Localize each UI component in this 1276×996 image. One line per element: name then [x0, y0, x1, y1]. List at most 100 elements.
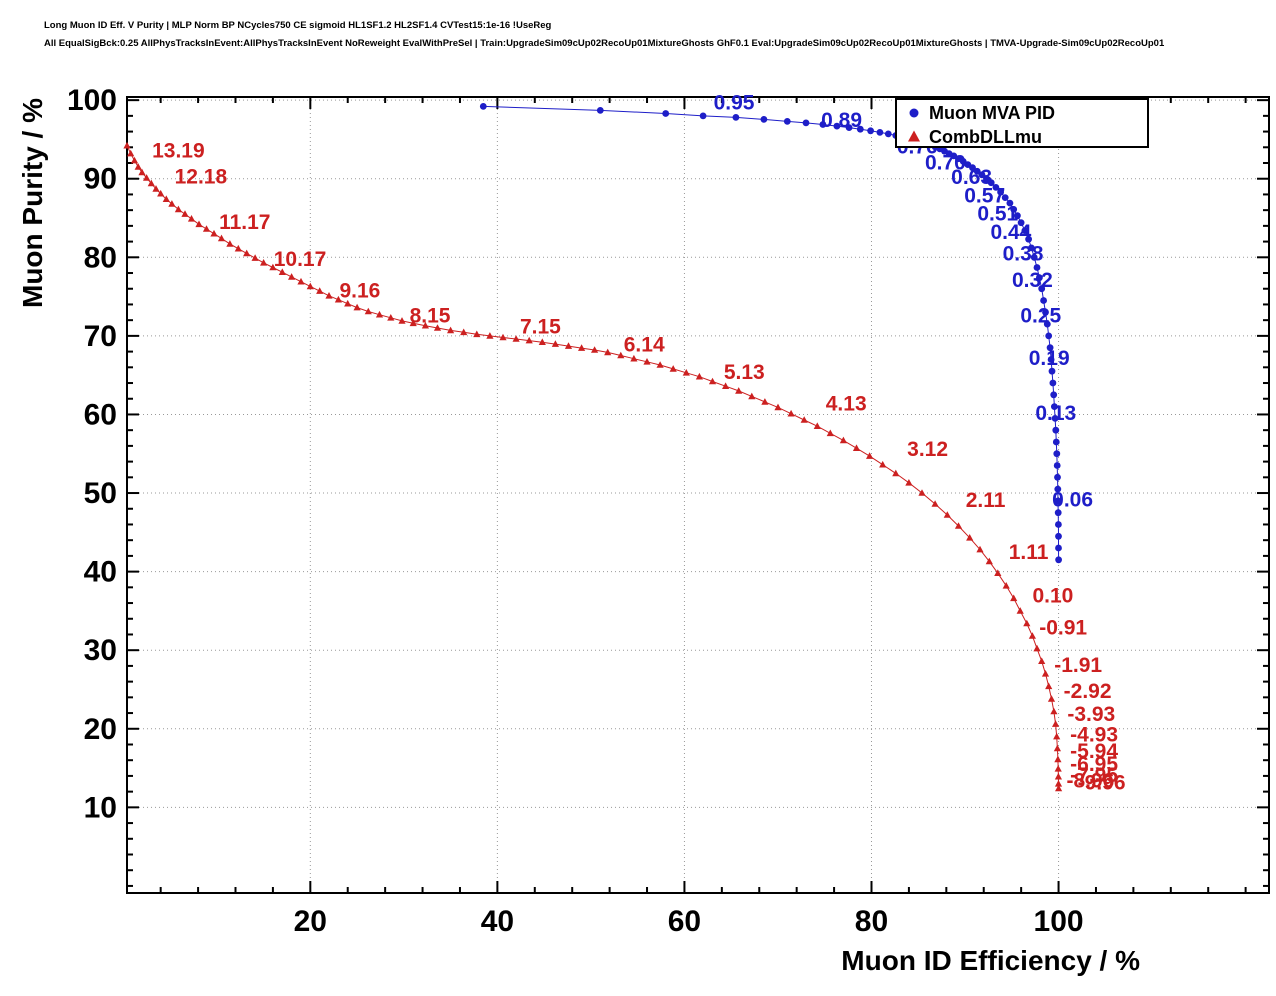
data-point-triangle [643, 358, 651, 365]
cut-value-label: 10.17 [274, 248, 327, 271]
data-point-circle [819, 121, 827, 128]
data-point-triangle [630, 354, 638, 362]
data-point-circle [983, 175, 990, 183]
cut-value-label: 0.06 [1052, 488, 1093, 511]
data-point-circle [732, 114, 740, 121]
data-point-circle [802, 119, 810, 127]
data-point-triangle [538, 338, 546, 345]
data-point-triangle [852, 444, 861, 451]
data-point-circle [1047, 356, 1055, 363]
data-point-triangle [1053, 744, 1061, 752]
data-point-triangle [409, 319, 417, 327]
data-point-triangle [364, 307, 372, 315]
x-tick-label: 60 [668, 905, 701, 938]
data-point-circle [1051, 403, 1058, 410]
data-point-triangle [375, 310, 384, 318]
data-point-triangle [473, 330, 481, 338]
data-point-triangle [813, 422, 821, 429]
data-point-circle [1038, 285, 1046, 293]
data-point-triangle [288, 273, 296, 280]
data-point-triangle [682, 369, 690, 376]
plot-frame [126, 96, 1270, 894]
data-point-triangle [398, 317, 406, 324]
data-point-triangle [278, 268, 286, 275]
cut-value-label: 0.89 [821, 109, 862, 132]
data-point-circle [1043, 320, 1051, 328]
data-point-triangle [226, 240, 234, 247]
data-point-triangle [866, 452, 874, 459]
data-point-circle [783, 118, 791, 125]
data-point-circle [1055, 532, 1062, 540]
data-point-circle [973, 167, 981, 175]
x-axis-title: Muon ID Efficiency / % [841, 945, 1140, 976]
data-point-circle [1055, 521, 1062, 528]
axis-ticks: 20 40 60 80 100 10 20 30 40 50 60 70 80 90 100 [67, 84, 1269, 938]
data-point-circle [876, 129, 884, 136]
cut-value-label: -6.95 [1070, 753, 1118, 776]
y-axis-title: Muon Purity / % [17, 98, 48, 308]
data-point-circle [969, 164, 976, 172]
legend: Muon MVA PID CombDLLmu [895, 98, 1149, 148]
cut-value-label: 11.17 [219, 211, 270, 234]
data-point-circle [479, 103, 487, 110]
data-point-circle [1014, 212, 1021, 220]
data-point-circle [1054, 485, 1062, 493]
cut-value-label: 6.14 [624, 334, 665, 357]
data-point-triangle [748, 392, 756, 400]
cut-value-label: -0.91 [1039, 617, 1087, 640]
data-point-circle [1052, 438, 1060, 446]
cut-value-label: 1.11 [1009, 541, 1049, 564]
data-point-triangle [187, 215, 196, 222]
data-point-circle [1055, 556, 1062, 564]
cut-value-label: -5.94 [1070, 740, 1118, 763]
data-point-triangle [564, 342, 573, 349]
data-point-triangle [1050, 707, 1058, 715]
data-point-triangle [976, 545, 984, 553]
data-point-triangle [1041, 670, 1050, 677]
cut-value-label: -4.93 [1070, 723, 1118, 746]
data-point-triangle [943, 511, 951, 518]
data-point-triangle [512, 335, 520, 342]
data-point-triangle [123, 141, 131, 149]
data-point-triangle [1045, 682, 1053, 690]
data-point-circle [1050, 391, 1058, 399]
data-point-triangle [774, 403, 782, 411]
data-point-triangle [143, 174, 151, 181]
data-point-triangle [251, 254, 259, 261]
data-point-circle [1054, 473, 1061, 481]
data-point-triangle [325, 292, 333, 299]
cut-value-label: 2.11 [966, 489, 1006, 512]
data-point-triangle [174, 205, 182, 213]
cut-value-label: 0.19 [1029, 347, 1070, 370]
legend-box [895, 98, 1149, 148]
data-point-triangle [892, 469, 900, 477]
data-point-triangle [147, 179, 155, 187]
data-point-triangle [1010, 594, 1018, 602]
data-point-circle [1017, 219, 1025, 227]
plot-title-line1: Long Muon ID Eff. V Purity | MLP Norm BP… [44, 20, 552, 31]
data-point-triangle [152, 185, 160, 192]
data-point-triangle [918, 489, 926, 496]
cut-value-label: -3.93 [1067, 703, 1115, 726]
data-point-triangle [168, 200, 176, 207]
series-line-1 [126, 145, 1060, 789]
data-point-triangle [1054, 772, 1062, 780]
y-tick-label: 10 [84, 791, 117, 824]
data-point-triangle [994, 569, 1002, 576]
data-point-circle [856, 125, 864, 133]
x-tick-label: 20 [294, 905, 327, 938]
data-point-triangle [1016, 607, 1024, 614]
data-point-circle [760, 116, 768, 123]
cut-value-label: -9.96 [1078, 771, 1126, 794]
cut-value-label: 12.18 [175, 165, 228, 188]
data-point-circle [1042, 308, 1049, 316]
y-tick-label: 50 [84, 477, 117, 510]
data-point-circle [1054, 509, 1062, 517]
cut-value-label: 0.70 [925, 151, 966, 174]
data-point-triangle [839, 436, 847, 444]
cut-value-label: 0.32 [1012, 269, 1053, 292]
data-point-triangle [617, 351, 625, 359]
y-tick-label: 90 [84, 163, 117, 196]
